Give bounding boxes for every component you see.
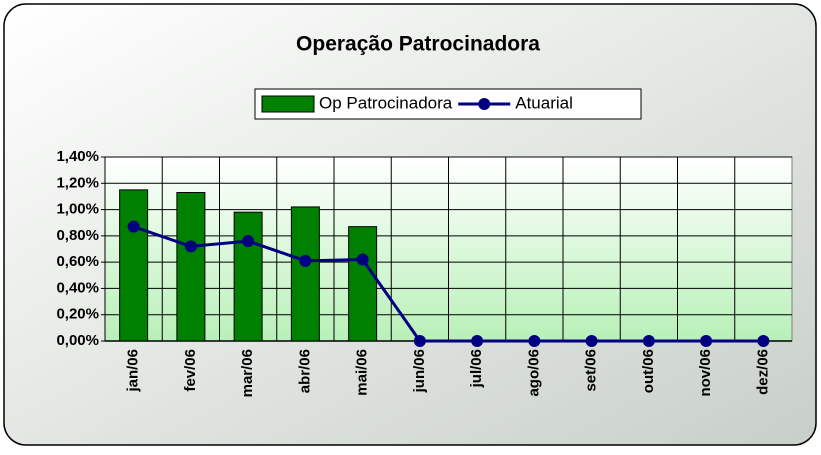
x-tick-label: nov/06 — [697, 349, 714, 397]
line-point — [413, 335, 426, 347]
x-tick-label: mai/06 — [354, 349, 371, 396]
x-tick-label: mar/06 — [239, 349, 256, 397]
line-point — [299, 254, 312, 267]
y-tick-label: 0,40% — [56, 279, 99, 296]
y-tick-label: 0,80% — [56, 227, 99, 244]
bar — [119, 189, 149, 342]
line-point — [642, 335, 655, 347]
chart-title: Operação Patrocinadora — [296, 33, 540, 56]
line-point — [528, 335, 541, 347]
y-tick-label: 1,40% — [56, 148, 99, 165]
line-point — [757, 335, 770, 347]
x-tick-label: jan/06 — [125, 349, 142, 393]
x-tick-label: out/06 — [640, 349, 657, 393]
line-point — [127, 220, 140, 233]
legend-swatch — [478, 98, 491, 110]
line-point — [242, 235, 255, 248]
line-point — [700, 335, 713, 347]
x-tick-label: set/06 — [583, 349, 600, 392]
bar — [233, 211, 263, 342]
line — [133, 225, 764, 343]
bar — [176, 191, 206, 342]
legend-label: Op Patrocinadora — [319, 93, 453, 112]
legend-label: Atuarial — [515, 93, 573, 112]
bar — [290, 206, 320, 342]
line-point — [356, 253, 369, 266]
line-point — [471, 335, 484, 347]
y-tick-label: 1,00% — [56, 201, 99, 218]
x-tick-label: ago/06 — [525, 349, 542, 397]
x-tick-label: fev/06 — [182, 349, 199, 392]
x-tick-label: jun/06 — [411, 349, 428, 393]
line-point — [585, 335, 598, 347]
x-tick-label: abr/06 — [296, 349, 313, 393]
bar — [348, 226, 378, 342]
y-tick-label: 0,00% — [56, 332, 99, 349]
x-tick-label: dez/06 — [754, 349, 771, 395]
y-tick-label: 0,60% — [56, 253, 99, 270]
legend-swatch — [261, 95, 315, 113]
y-tick-label: 1,20% — [56, 174, 99, 191]
legend-box — [254, 88, 642, 120]
line-point — [184, 240, 197, 253]
y-tick-label: 0,20% — [56, 306, 99, 323]
x-tick-label: jul/06 — [468, 349, 485, 388]
